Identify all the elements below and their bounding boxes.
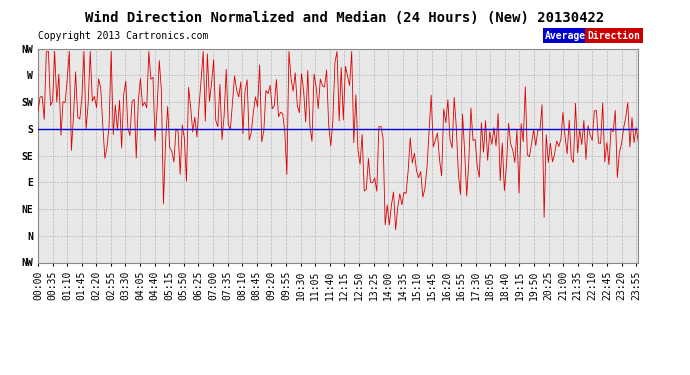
Text: Average: Average: [545, 31, 586, 40]
Text: Copyright 2013 Cartronics.com: Copyright 2013 Cartronics.com: [38, 31, 208, 40]
Text: Wind Direction Normalized and Median (24 Hours) (New) 20130422: Wind Direction Normalized and Median (24…: [86, 11, 604, 25]
Text: Direction: Direction: [587, 31, 640, 40]
